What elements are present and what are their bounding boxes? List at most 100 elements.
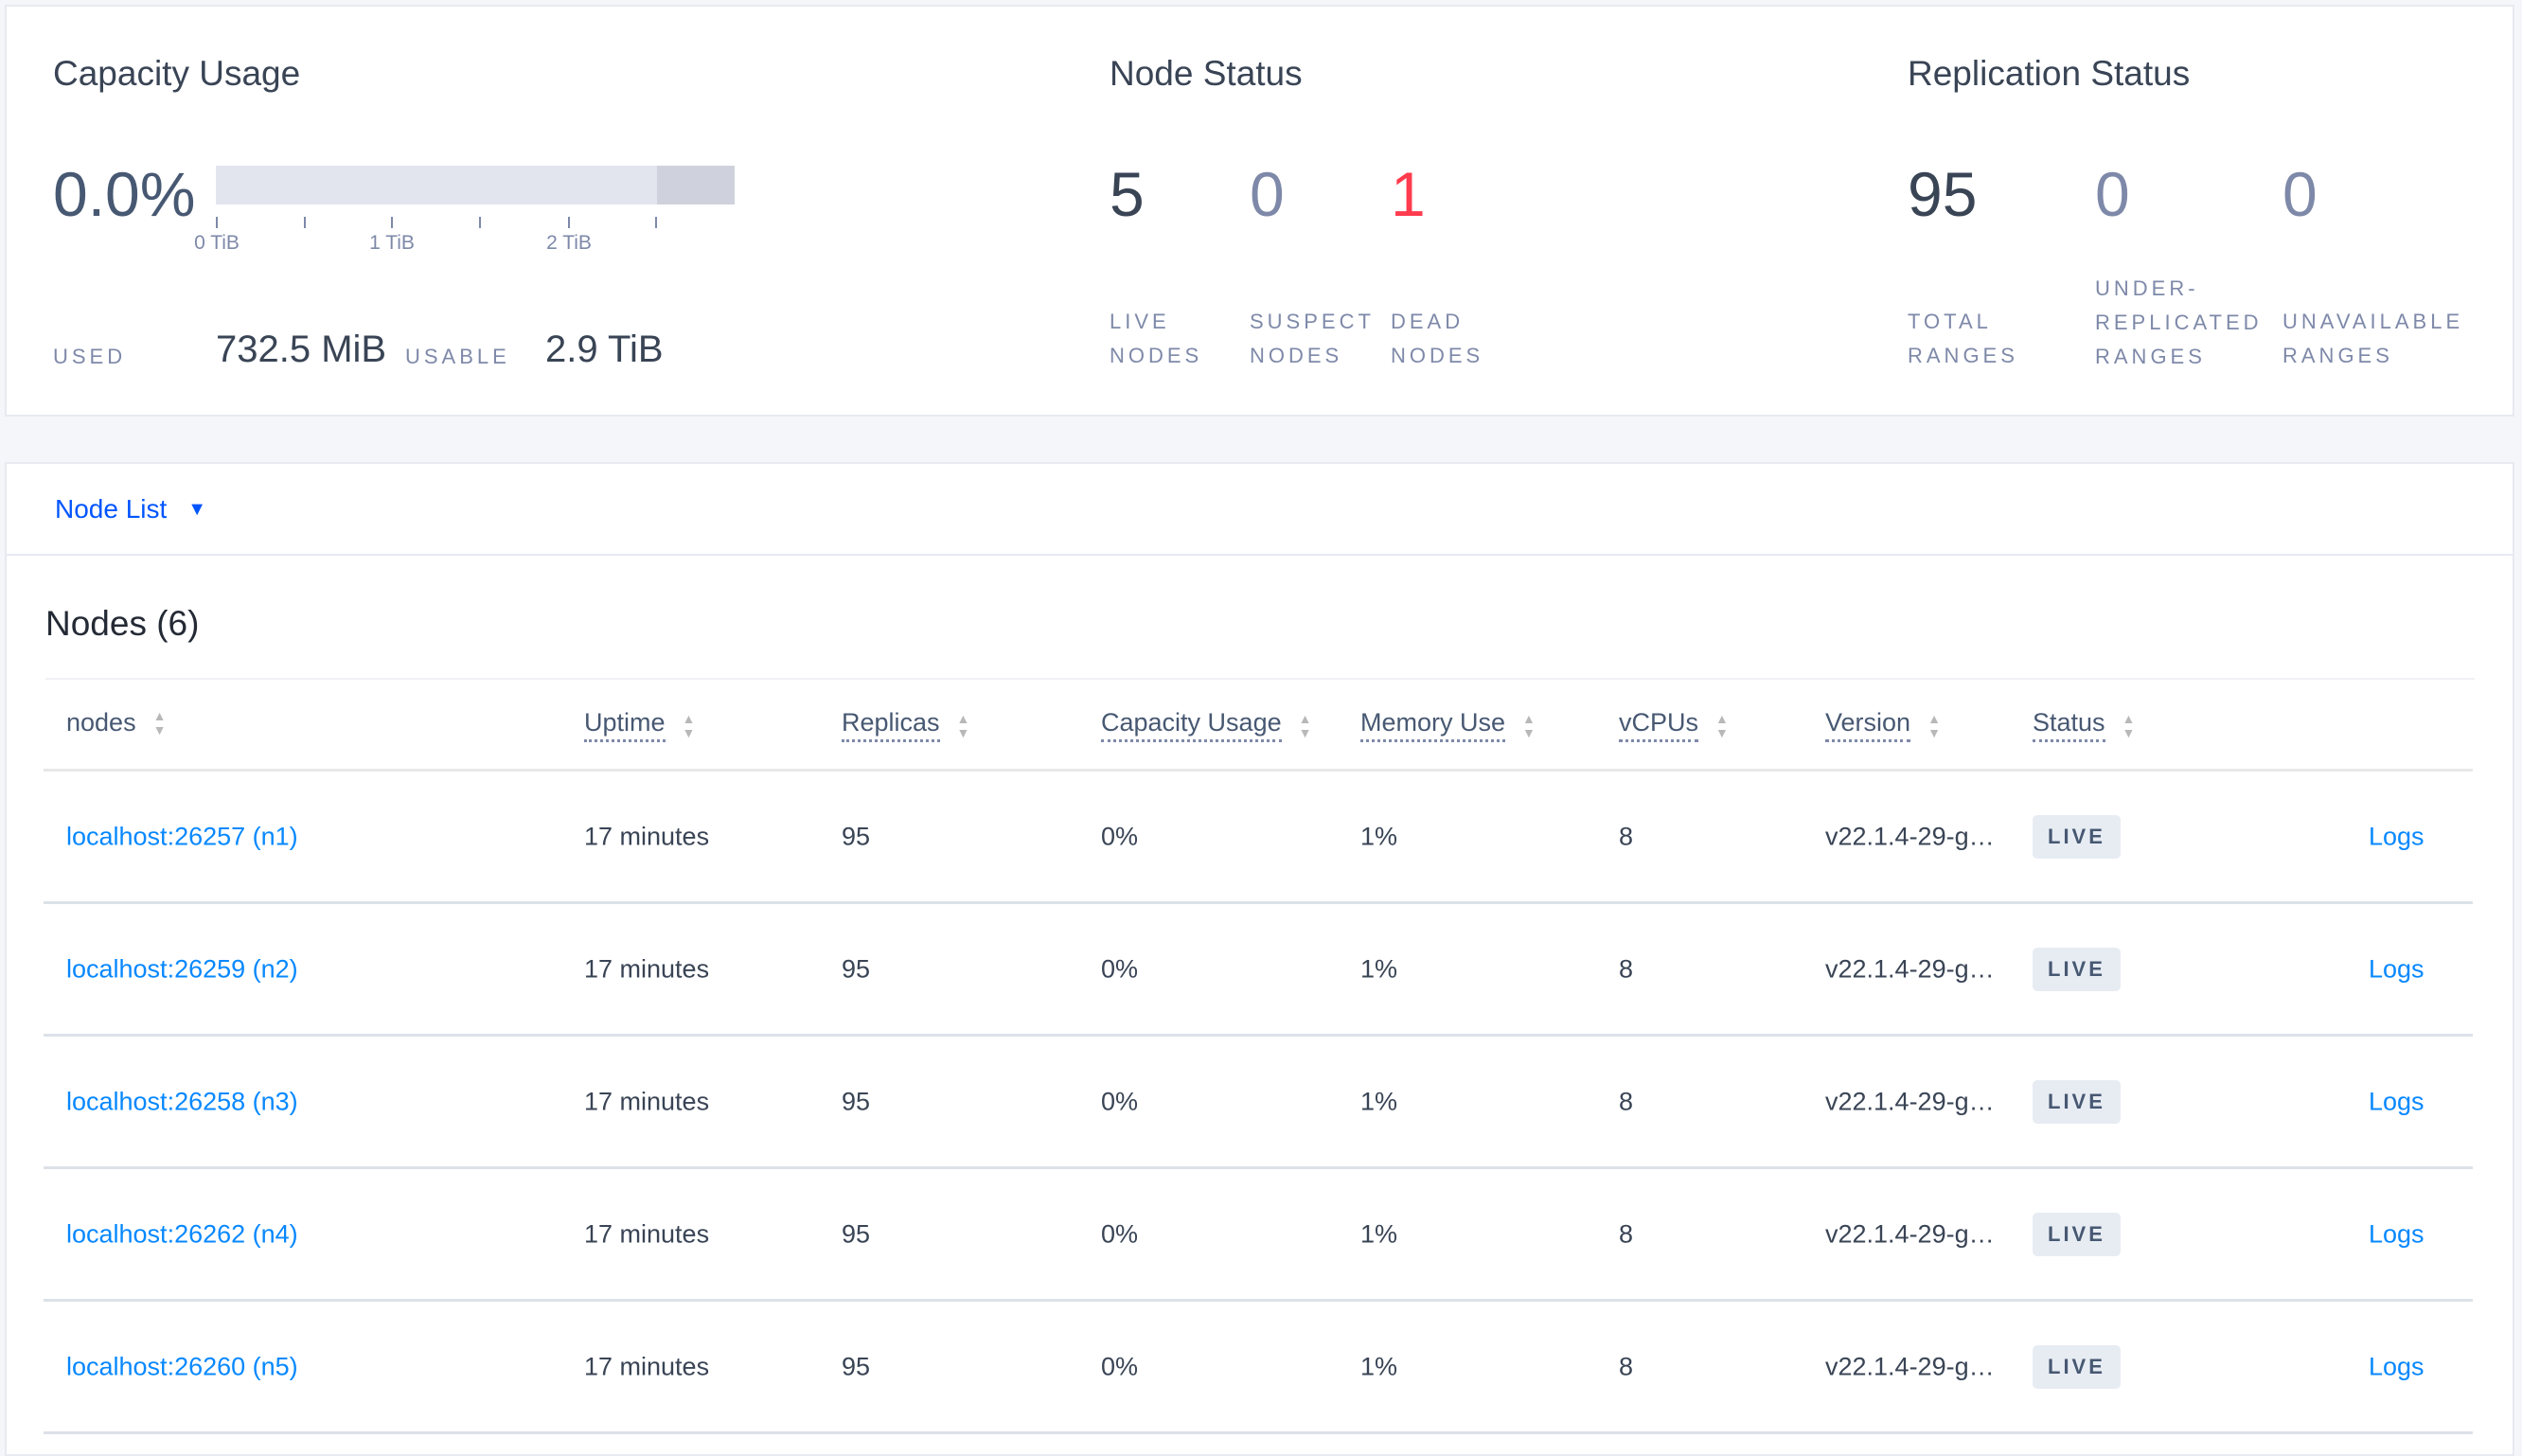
sort-icon: ▲ ▼ [1715,710,1729,740]
table-row: localhost:26260 (n5) 17 minutes 95 0% 1% 8 v22… [44,1302,2473,1434]
total-ranges-count: 95 [1908,159,1978,229]
version: v22.1.4-29-g… [1825,1087,1995,1115]
tick [655,217,657,228]
version: v22.1.4-29-g… [1825,822,1995,850]
uptime: 17 minutes [584,822,710,850]
replicas: 95 [842,1219,871,1248]
capacity-usage: 0% [1101,1352,1139,1380]
used-value: 732.5 MiB [216,328,387,370]
tick [216,217,218,228]
memory-use: 1% [1360,954,1398,983]
version: v22.1.4-29-g… [1825,1352,1995,1380]
vcpus: 8 [1619,954,1634,983]
replicas: 95 [842,1087,871,1115]
uptime: 17 minutes [584,954,710,983]
node-link[interactable]: localhost:26262 (n4) [66,1219,298,1248]
used-label: USED [53,345,127,368]
column-header-capacity[interactable]: Capacity Usage ▲ ▼ [1101,708,1311,742]
replicas: 95 [842,954,871,983]
logs-link[interactable]: Logs [2369,954,2424,983]
node-link[interactable]: localhost:26259 (n2) [66,954,298,983]
capacity-bar-usable [216,166,657,204]
column-header-version[interactable]: Version ▲ ▼ [1825,708,1941,742]
column-header-status[interactable]: Status ▲ ▼ [2033,708,2135,742]
capacity-usage: 0% [1101,822,1139,850]
tick-label: 2 TiB [546,232,592,254]
sort-icon: ▲ ▼ [1522,710,1536,740]
under-replicated-count: 0 [2095,159,2130,229]
vcpus: 8 [1619,1087,1634,1115]
live-nodes-count: 5 [1110,159,1145,229]
vcpus: 8 [1619,822,1634,850]
tick-label: 1 TiB [369,232,415,254]
node-link[interactable]: localhost:26258 (n3) [66,1087,298,1115]
table-row: localhost:26258 (n3) 17 minutes 95 0% 1% 8 v22… [44,1037,2473,1169]
version: v22.1.4-29-g… [1825,954,1995,983]
status-badge: LIVE [2033,1344,2121,1389]
dead-nodes-count: 1 [1391,159,1426,229]
capacity-usage: 0% [1101,1087,1139,1115]
uptime: 17 minutes [584,1219,710,1248]
caret-down-icon: ▼ [187,498,207,520]
column-header-uptime[interactable]: Uptime ▲ ▼ [584,708,695,742]
summary-card: Capacity Usage 0.0% 0 TiB 1 TiB 2 TiB US… [5,5,2514,417]
status-badge: LIVE [2033,947,2121,991]
vcpus: 8 [1619,1219,1634,1248]
uptime: 17 minutes [584,1352,710,1380]
nodes-heading: Nodes (6) [45,604,200,643]
under-replicated-label: UNDER- REPLICATED RANGES [2095,276,2263,368]
table-row: localhost:26262 (n4) 17 minutes 95 0% 1% 8 v22… [44,1169,2473,1302]
memory-use: 1% [1360,1219,1398,1248]
capacity-usage: 0% [1101,1219,1139,1248]
node-status-title: Node Status [1110,54,1303,93]
tick-label: 0 TiB [194,232,240,254]
logs-link[interactable]: Logs [2369,822,2424,850]
memory-use: 1% [1360,1087,1398,1115]
capacity-title: Capacity Usage [53,54,301,93]
sort-icon: ▲ ▼ [956,710,970,740]
vcpus: 8 [1619,1352,1634,1380]
logs-link[interactable]: Logs [2369,1087,2424,1115]
dead-nodes-label: DEAD NODES [1391,310,1484,367]
replication-title: Replication Status [1908,54,2191,93]
tick [304,217,306,228]
live-nodes-label: LIVE NODES [1110,310,1203,367]
unavailable-label: UNAVAILABLE RANGES [2282,310,2464,367]
sort-icon: ▲ ▼ [1927,710,1941,740]
divider [45,678,2475,680]
column-header-nodes[interactable]: nodes ▲ ▼ [66,708,167,737]
node-link[interactable]: localhost:26257 (n1) [66,822,298,850]
tick [479,217,481,228]
total-ranges-label: TOTAL RANGES [1908,310,2018,367]
suspect-nodes-label: SUSPECT NODES [1250,310,1375,367]
column-header-replicas[interactable]: Replicas ▲ ▼ [842,708,969,742]
memory-use: 1% [1360,1352,1398,1380]
header-divider [44,769,2473,772]
table-row: localhost:26259 (n2) 17 minutes 95 0% 1% 8 v22… [44,904,2473,1037]
uptime: 17 minutes [584,1087,710,1115]
capacity-usage: 0% [1101,954,1139,983]
logs-link[interactable]: Logs [2369,1352,2424,1380]
memory-use: 1% [1360,822,1398,850]
tick [391,217,393,228]
replicas: 95 [842,822,871,850]
table-row: localhost:26257 (n1) 17 minutes 95 0% 1% 8 v22… [44,772,2473,904]
logs-link[interactable]: Logs [2369,1219,2424,1248]
column-header-vcpus[interactable]: vCPUs ▲ ▼ [1619,708,1729,742]
tick [568,217,570,228]
capacity-bar [216,166,735,204]
usable-label: USABLE [405,345,510,368]
sort-icon: ▲ ▼ [2122,710,2136,740]
status-badge: LIVE [2033,1212,2121,1256]
capacity-percent: 0.0% [53,159,196,229]
column-header-memory[interactable]: Memory Use ▲ ▼ [1360,708,1536,742]
sort-icon: ▲ ▼ [152,708,167,737]
status-badge: LIVE [2033,814,2121,859]
suspect-nodes-count: 0 [1250,159,1285,229]
status-badge: LIVE [2033,1079,2121,1124]
usable-value: 2.9 TiB [545,328,664,370]
sort-icon: ▲ ▼ [682,710,696,740]
node-link[interactable]: localhost:26260 (n5) [66,1352,298,1380]
dropdown-label: Node List [55,494,168,524]
node-list-dropdown[interactable]: Node List ▼ [55,494,206,524]
